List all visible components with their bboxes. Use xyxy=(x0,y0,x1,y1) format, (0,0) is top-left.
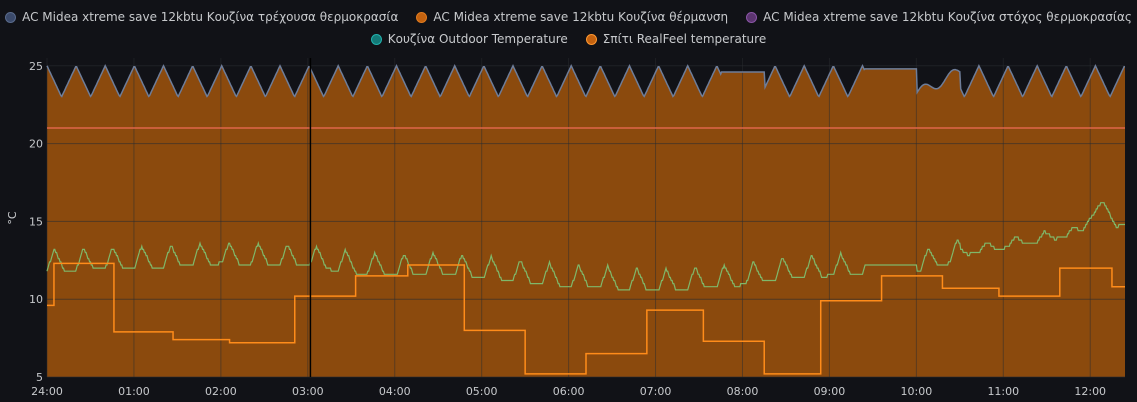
legend-item[interactable]: Κουζίνα Outdoor Temperature xyxy=(370,28,568,50)
legend-label: Κουζίνα Outdoor Temperature xyxy=(387,32,568,46)
series-realfeel-temperature xyxy=(47,262,1125,375)
legend-swatch-icon xyxy=(585,33,597,45)
legend-row-2: Κουζίνα Outdoor Temperature Σπίτι RealFee… xyxy=(0,28,1137,50)
x-tick-label: 10:00 xyxy=(901,385,933,398)
legend: AC Midea xtreme save 12kbtu Κουζίνα τρέχ… xyxy=(0,6,1137,50)
legend-swatch-icon xyxy=(5,11,17,23)
legend-label: AC Midea xtreme save 12kbtu Κουζίνα θέρμ… xyxy=(433,10,729,24)
y-tick-label: 5 xyxy=(36,371,43,384)
y-tick-label: 10 xyxy=(29,293,43,306)
legend-item[interactable]: Σπίτι RealFeel temperature xyxy=(585,28,767,50)
x-tick-label: 07:00 xyxy=(640,385,672,398)
x-tick-label: 01:00 xyxy=(118,385,150,398)
legend-item[interactable]: AC Midea xtreme save 12kbtu Κουζίνα τρέχ… xyxy=(5,6,398,28)
legend-swatch-icon xyxy=(416,11,428,23)
x-tick-label: 11:00 xyxy=(987,385,1019,398)
y-tick-label: 20 xyxy=(29,138,43,151)
legend-label: Σπίτι RealFeel temperature xyxy=(602,32,767,46)
x-tick-label: 24:00 xyxy=(31,385,63,398)
series-current-temperature xyxy=(46,64,1125,98)
legend-row-1: AC Midea xtreme save 12kbtu Κουζίνα τρέχ… xyxy=(0,6,1137,28)
legend-label: AC Midea xtreme save 12kbtu Κουζίνα στόχ… xyxy=(763,10,1132,24)
legend-item[interactable]: AC Midea xtreme save 12kbtu Κουζίνα θέρμ… xyxy=(416,6,728,28)
legend-swatch-icon xyxy=(746,11,758,23)
x-tick-label: 04:00 xyxy=(379,385,411,398)
legend-label: AC Midea xtreme save 12kbtu Κουζίνα τρέχ… xyxy=(22,10,399,24)
x-tick-label: 03:00 xyxy=(292,385,324,398)
x-tick-label: 05:00 xyxy=(466,385,498,398)
x-tick-label: 08:00 xyxy=(727,385,759,398)
legend-item[interactable]: AC Midea xtreme save 12kbtu Κουζίνα στόχ… xyxy=(746,6,1132,28)
y-tick-label: 25 xyxy=(29,60,43,73)
x-tick-label: 09:00 xyxy=(814,385,846,398)
x-tick-label: 02:00 xyxy=(205,385,237,398)
legend-swatch-icon xyxy=(370,33,382,45)
x-tick-label: 06:00 xyxy=(553,385,585,398)
x-tick-label: 12:00 xyxy=(1074,385,1106,398)
y-tick-label: 15 xyxy=(29,215,43,228)
series-outdoor-temperature xyxy=(46,202,1125,291)
y-axis-label: °C xyxy=(6,211,19,225)
